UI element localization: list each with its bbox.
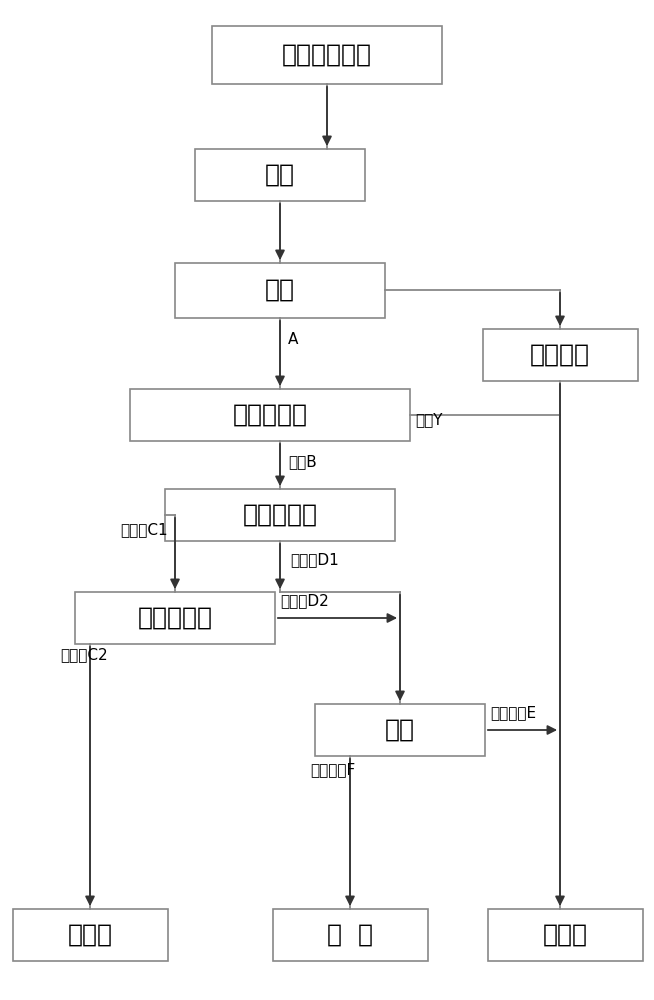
Text: 溢流Y: 溢流Y (415, 412, 443, 428)
Text: 磁力脱水槽: 磁力脱水槽 (243, 503, 317, 527)
Text: 尾  矿: 尾 矿 (327, 923, 373, 947)
Text: 沉砂B: 沉砂B (288, 454, 317, 470)
Text: 重选: 重选 (385, 718, 415, 742)
Text: 回收利用: 回收利用 (530, 343, 590, 367)
Text: 重选尾矿F: 重选尾矿F (310, 762, 355, 778)
Bar (130, 389, 410, 441)
Text: 筒式磁选机: 筒式磁选机 (137, 606, 213, 630)
Bar (165, 489, 395, 541)
Text: 钛精矿: 钛精矿 (543, 923, 587, 947)
Text: 二磁尾D2: 二磁尾D2 (280, 593, 329, 608)
Text: 过滤: 过滤 (265, 278, 295, 302)
Bar (487, 909, 642, 961)
Text: 旋流器分级: 旋流器分级 (233, 403, 307, 427)
Text: A: A (288, 332, 298, 348)
Bar (195, 149, 365, 201)
Bar (75, 592, 275, 644)
Text: 重选精矿E: 重选精矿E (490, 705, 536, 720)
Text: 钒钛磁铁精矿: 钒钛磁铁精矿 (282, 43, 372, 67)
Bar (175, 262, 385, 318)
Bar (315, 704, 485, 756)
Text: 一磁尾D1: 一磁尾D1 (290, 552, 339, 568)
Bar (12, 909, 167, 961)
Text: 碱浸: 碱浸 (265, 163, 295, 187)
Bar (212, 26, 442, 84)
Bar (483, 329, 638, 381)
Text: 一磁精C1: 一磁精C1 (120, 522, 167, 538)
Text: 二磁精C2: 二磁精C2 (60, 648, 108, 662)
Bar (273, 909, 428, 961)
Text: 铁精矿: 铁精矿 (67, 923, 112, 947)
